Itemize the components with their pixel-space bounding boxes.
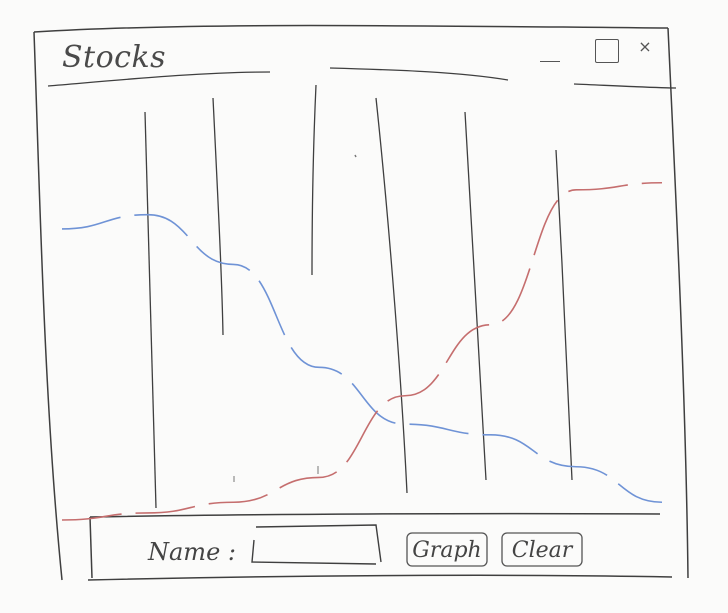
window-title: Stocks xyxy=(62,40,167,75)
name-input[interactable] xyxy=(254,524,374,560)
gridline-2 xyxy=(212,97,224,336)
clear-button[interactable]: Clear xyxy=(503,532,581,568)
chart-bottom-border xyxy=(89,512,661,518)
gridline-5 xyxy=(464,111,487,481)
gridline-1 xyxy=(144,111,157,509)
gridline-4 xyxy=(375,97,408,494)
chart-vertical-gridlines xyxy=(144,84,573,509)
graph-button[interactable]: Graph xyxy=(408,532,486,568)
graph-button-outline xyxy=(406,532,488,567)
gridline-6 xyxy=(555,149,573,481)
series-line-2 xyxy=(61,181,663,521)
window-frame-bottom xyxy=(87,574,673,581)
gridline-3 xyxy=(311,84,317,276)
name-label: Name : xyxy=(148,538,236,566)
title-separator xyxy=(47,71,271,87)
minimize-icon[interactable] xyxy=(538,50,562,64)
window-frame-top xyxy=(33,24,669,33)
series-line-1 xyxy=(61,213,663,504)
close-icon[interactable]: × xyxy=(638,37,652,56)
window-frame-right xyxy=(667,27,689,579)
maximize-icon[interactable] xyxy=(592,36,622,66)
clear-button-outline xyxy=(501,532,583,567)
window-frame-left xyxy=(33,31,63,581)
